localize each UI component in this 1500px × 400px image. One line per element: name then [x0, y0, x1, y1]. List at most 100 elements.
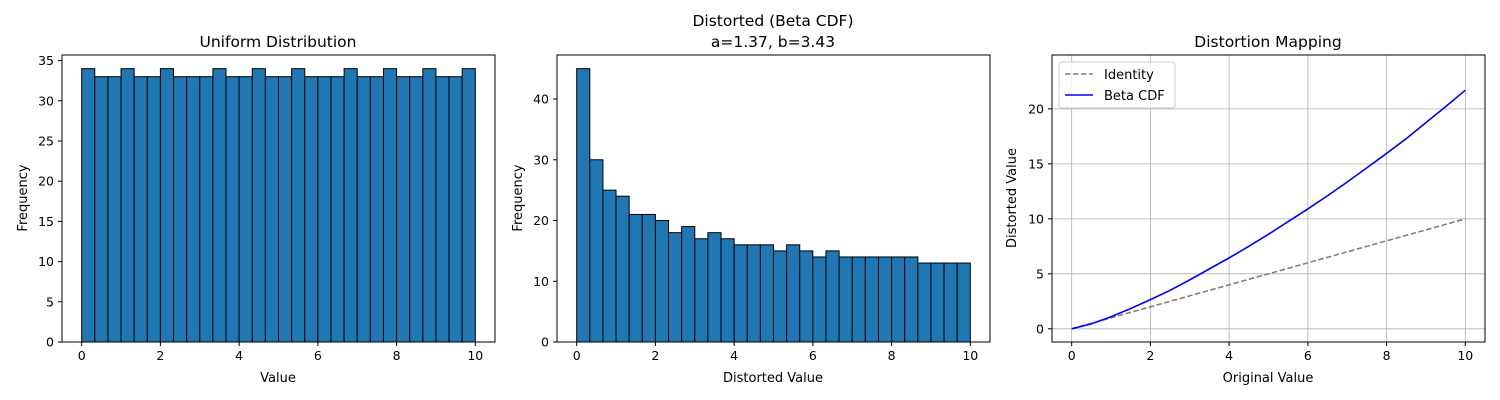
histogram-bar: [773, 250, 788, 343]
histogram-bar: [825, 250, 840, 343]
plot-frame: [556, 54, 991, 343]
identity-line: [1071, 218, 1466, 330]
histogram-bar: [304, 76, 319, 343]
x-tick-label: 2: [651, 348, 659, 363]
histogram-bar: [602, 189, 617, 343]
histogram-bar: [107, 76, 122, 343]
histogram-bar: [173, 76, 188, 343]
y-tick-label: 15: [38, 214, 54, 229]
y-tick-label: 10: [1028, 211, 1044, 226]
y-tick-label: 5: [1036, 266, 1044, 281]
x-tick-label: 0: [78, 348, 86, 363]
histogram-bar: [212, 68, 227, 343]
y-tick-label: 20: [38, 174, 54, 189]
histogram-bar: [238, 76, 253, 343]
histogram-bar: [746, 244, 761, 343]
histogram-bar: [435, 76, 450, 343]
chart-subtitle: a=1.37, b=3.43: [711, 33, 835, 51]
histogram-bar: [681, 226, 696, 343]
x-tick-label: 6: [809, 348, 817, 363]
chart-title: Uniform Distribution: [200, 33, 357, 51]
histogram-bar: [264, 76, 279, 343]
histogram-bar: [904, 256, 919, 343]
histogram-bar: [720, 238, 735, 343]
histogram-bar: [146, 76, 161, 343]
plot-frame: [61, 54, 496, 343]
histogram-bar: [891, 256, 906, 343]
histogram-bar: [851, 256, 866, 343]
histogram-bar: [396, 76, 411, 343]
x-tick-label: 10: [962, 348, 978, 363]
histogram-bar: [422, 68, 437, 343]
histogram-bar: [461, 68, 476, 343]
uniform-chart-panel: Uniform Distribution 0 2 4 6 8 10 0 5 10 15 20 25 30…: [16, 33, 496, 386]
x-tick-label: 8: [393, 348, 401, 363]
x-tick-label: 4: [730, 348, 738, 363]
y-tick-label: 10: [533, 274, 549, 289]
histogram-bar: [799, 250, 814, 343]
histogram-bar: [694, 238, 709, 343]
x-tick-label: 0: [1068, 348, 1076, 363]
y-axis-label: Distorted Value: [1005, 148, 1020, 248]
beta-cdf-line: [1071, 89, 1466, 330]
y-axis-label: Frequency: [511, 164, 526, 231]
histogram-bar: [576, 68, 591, 343]
histogram-bar: [448, 76, 463, 343]
histogram-bar: [759, 244, 774, 343]
y-tick-label: 30: [533, 152, 549, 167]
histogram-bar: [369, 76, 384, 343]
x-tick-label: 8: [1383, 348, 1391, 363]
histogram-bar: [186, 76, 201, 343]
histogram-bar: [930, 262, 945, 343]
histogram-bar: [589, 159, 604, 343]
histogram-bar: [159, 68, 175, 343]
y-tick-label: 20: [1028, 101, 1044, 116]
y-axis-label: Frequency: [16, 164, 31, 231]
histogram-bar: [382, 68, 398, 343]
x-tick-label: 6: [1304, 348, 1312, 363]
legend: Identity Beta CDF: [1058, 61, 1176, 109]
y-tick-label: 25: [38, 134, 54, 149]
x-tick-label: 4: [1225, 348, 1233, 363]
histogram-bar: [864, 256, 879, 343]
histogram-bar: [707, 232, 722, 343]
histogram-bar: [628, 213, 643, 343]
histogram-bar: [330, 76, 345, 343]
histogram-bar: [812, 256, 827, 343]
histogram-bar: [641, 213, 656, 343]
histogram-bar: [943, 262, 958, 343]
y-tick-label: 0: [1036, 321, 1044, 336]
x-tick-label: 10: [1457, 348, 1473, 363]
y-tick-label: 0: [46, 335, 54, 350]
histogram-bar: [199, 76, 214, 343]
legend-box: [1058, 61, 1176, 109]
histogram-bar: [343, 68, 358, 343]
histogram-bar: [356, 76, 371, 343]
histogram-bar: [317, 76, 332, 343]
y-tick-label: 5: [46, 294, 54, 309]
y-tick-label: 10: [38, 254, 54, 269]
x-tick-label: 2: [1146, 348, 1154, 363]
legend-identity-label: Identity: [1104, 68, 1154, 83]
x-axis-label: Distorted Value: [723, 371, 823, 386]
x-tick-label: 0: [573, 348, 581, 363]
histogram-bar: [668, 232, 683, 343]
histogram-bar: [278, 76, 293, 343]
y-tick-label: 35: [38, 53, 54, 68]
histogram-bar: [956, 262, 971, 343]
histogram-bar: [654, 220, 670, 343]
histogram-bar: [251, 68, 266, 343]
histogram-bar: [291, 68, 306, 343]
chart-title: Distortion Mapping: [1194, 33, 1341, 51]
histogram-bar: [133, 76, 148, 343]
histogram-bar: [409, 76, 424, 343]
histogram-bar: [615, 195, 630, 343]
histogram-bar: [94, 76, 109, 343]
x-tick-label: 8: [888, 348, 896, 363]
y-tick-label: 20: [533, 213, 549, 228]
beta-distorted-chart-panel: Distorted (Beta CDF) a=1.37, b=3.43 0 2 4 6…: [511, 12, 991, 386]
histogram-bar: [81, 68, 96, 343]
legend-beta-label: Beta CDF: [1104, 89, 1165, 104]
plot-frame: [1051, 54, 1486, 343]
